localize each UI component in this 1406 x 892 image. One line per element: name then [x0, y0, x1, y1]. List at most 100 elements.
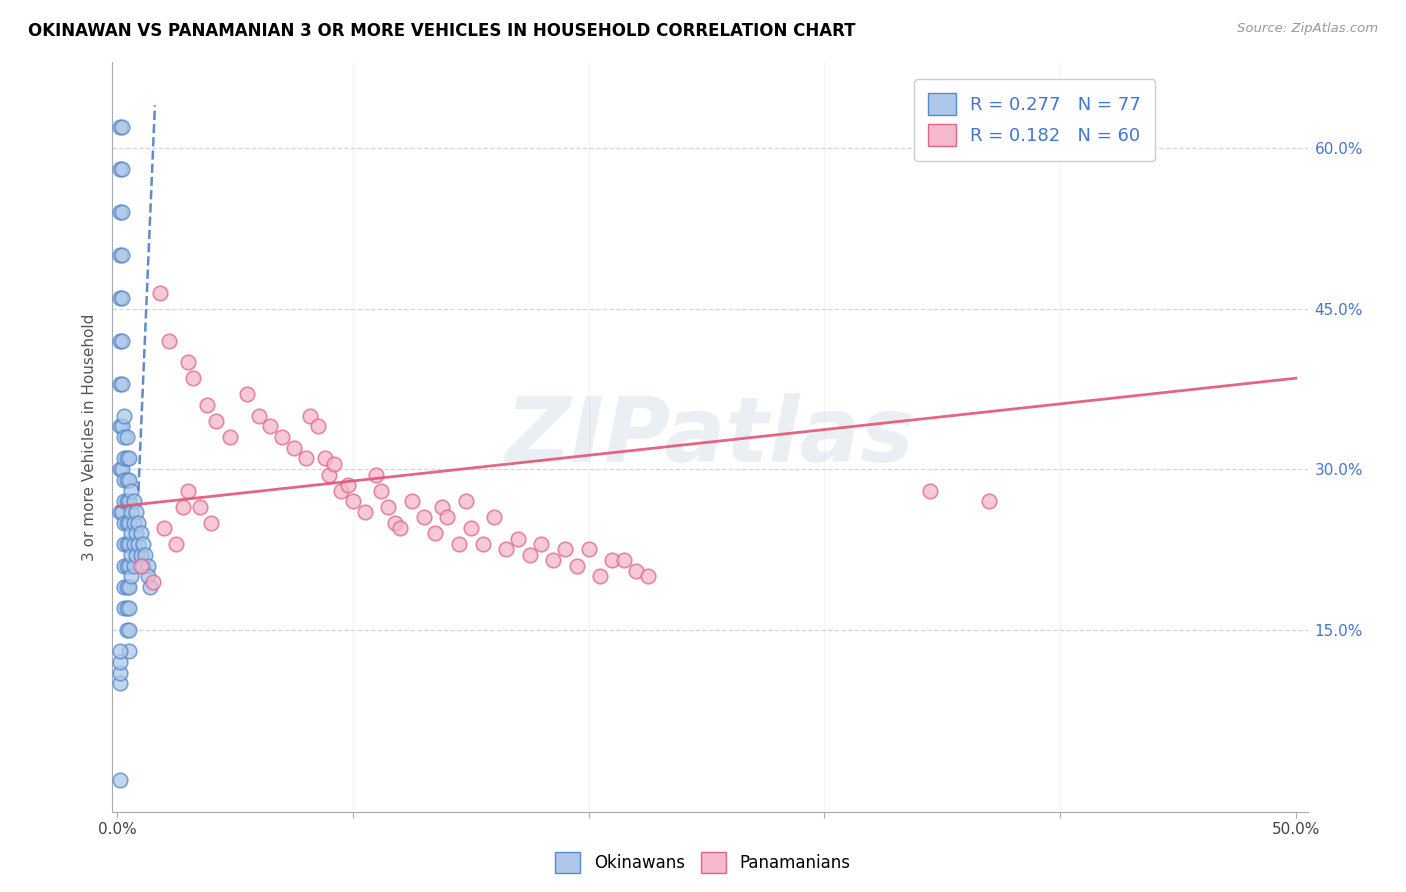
Point: [115, 430, 138, 444]
Point: [127, 516, 149, 530]
Point: [136, 558, 159, 573]
Point: [112, 558, 135, 573]
Point: [118, 623, 141, 637]
Point: [920, 483, 942, 498]
Point: [447, 537, 470, 551]
Point: [120, 505, 142, 519]
Point: [149, 285, 172, 300]
Point: [111, 462, 134, 476]
Point: [120, 526, 142, 541]
Point: [111, 376, 134, 391]
Point: [200, 516, 222, 530]
Point: [118, 451, 141, 466]
Point: [460, 521, 482, 535]
Point: [294, 451, 316, 466]
Point: [112, 473, 135, 487]
Point: [108, 462, 131, 476]
Point: [115, 558, 138, 573]
Point: [613, 553, 636, 567]
Point: [115, 494, 138, 508]
Point: [271, 430, 294, 444]
Point: [111, 162, 134, 177]
Point: [389, 521, 412, 535]
Point: [195, 398, 218, 412]
Point: [108, 248, 131, 262]
Point: [120, 483, 142, 498]
Point: [122, 558, 145, 573]
Point: [132, 537, 155, 551]
Point: [384, 516, 406, 530]
Point: [112, 494, 135, 508]
Point: [401, 494, 423, 508]
Point: [247, 409, 270, 423]
Point: [637, 569, 659, 583]
Point: [115, 516, 138, 530]
Point: [142, 574, 165, 589]
Point: [112, 409, 135, 423]
Point: [589, 569, 612, 583]
Point: [283, 441, 305, 455]
Point: [299, 409, 322, 423]
Point: [111, 505, 134, 519]
Point: [108, 120, 131, 134]
Point: [519, 548, 541, 562]
Point: [307, 419, 329, 434]
Point: [129, 548, 152, 562]
Point: [115, 473, 138, 487]
Point: [111, 120, 134, 134]
Point: [506, 532, 529, 546]
Point: [115, 537, 138, 551]
Point: [120, 569, 142, 583]
Point: [125, 505, 148, 519]
Point: [205, 414, 228, 428]
Point: [108, 665, 131, 680]
Point: [425, 526, 447, 541]
Point: [112, 430, 135, 444]
Point: [172, 500, 194, 514]
Point: [318, 467, 340, 482]
Point: [118, 601, 141, 615]
Point: [108, 162, 131, 177]
Point: [342, 494, 364, 508]
Point: [153, 521, 176, 535]
Point: [219, 430, 242, 444]
Point: [177, 483, 200, 498]
Point: [122, 494, 145, 508]
Point: [370, 483, 392, 498]
Point: [118, 516, 141, 530]
Point: [624, 564, 647, 578]
Point: [484, 510, 506, 524]
Point: [111, 248, 134, 262]
Text: ZIPatlas: ZIPatlas: [506, 393, 914, 481]
Point: [125, 548, 148, 562]
Point: [366, 467, 388, 482]
Point: [108, 644, 131, 658]
Point: [157, 334, 180, 348]
Point: [108, 334, 131, 348]
Point: [111, 419, 134, 434]
Point: [236, 387, 259, 401]
Point: [120, 548, 142, 562]
Point: [108, 419, 131, 434]
Point: [115, 601, 138, 615]
Point: [118, 473, 141, 487]
Text: Source: ZipAtlas.com: Source: ZipAtlas.com: [1237, 22, 1378, 36]
Point: [118, 494, 141, 508]
Point: [118, 580, 141, 594]
Point: [118, 537, 141, 551]
Point: [337, 478, 360, 492]
Point: [979, 494, 1001, 508]
Point: [323, 457, 346, 471]
Point: [454, 494, 477, 508]
Point: [353, 505, 375, 519]
Point: [118, 558, 141, 573]
Text: OKINAWAN VS PANAMANIAN 3 OR MORE VEHICLES IN HOUSEHOLD CORRELATION CHART: OKINAWAN VS PANAMANIAN 3 OR MORE VEHICLE…: [28, 22, 856, 40]
Point: [181, 371, 204, 385]
Point: [115, 451, 138, 466]
Point: [111, 291, 134, 305]
Point: [188, 500, 211, 514]
Point: [129, 558, 152, 573]
Point: [377, 500, 399, 514]
Point: [412, 510, 434, 524]
Point: [108, 655, 131, 669]
